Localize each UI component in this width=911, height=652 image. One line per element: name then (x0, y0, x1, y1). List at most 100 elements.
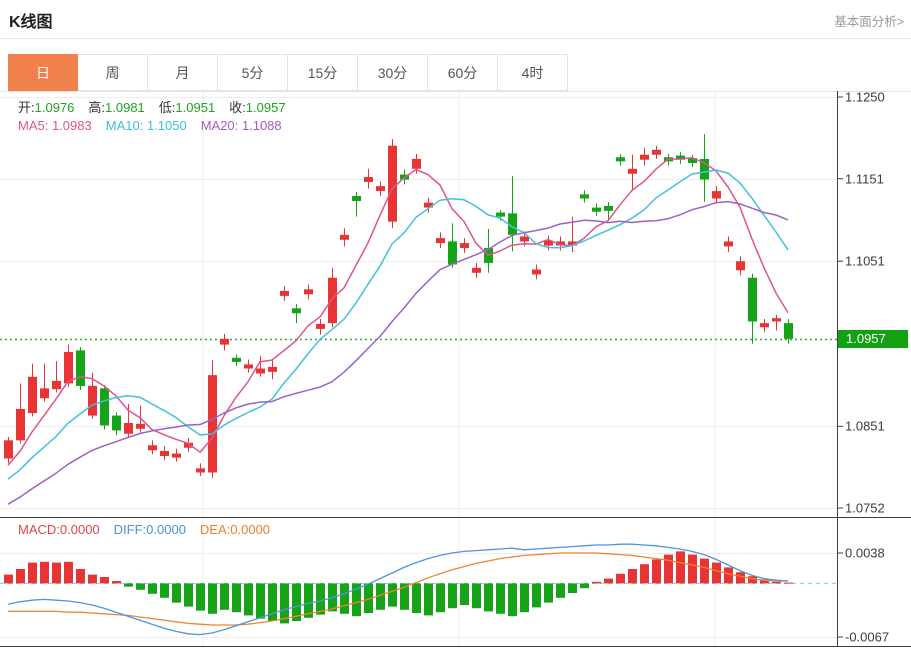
candle-up (280, 290, 289, 296)
macd-bar-positive (88, 574, 97, 584)
macd-bar-positive (652, 559, 661, 584)
legend-item: 低:1.0951 (158, 100, 216, 115)
legend-item: 收:1.0957 (229, 100, 286, 115)
candle-down (616, 157, 625, 162)
candle-up (388, 145, 397, 222)
macd-bar-positive (28, 562, 37, 584)
ohlc-legend: 开:1.0976 高:1.0981 低:1.0951 收:1.0957 (18, 97, 300, 116)
legend-item: MA10: 1.1050 (105, 118, 187, 133)
candle-down (688, 158, 697, 164)
candle-up (268, 366, 277, 372)
macd-bar-negative (556, 583, 565, 598)
candle-down (508, 213, 517, 235)
candle-down (496, 212, 505, 217)
legend-item: MA5: 1.0983 (18, 118, 92, 133)
candle-down (748, 277, 757, 322)
tab-60min[interactable]: 60分 (428, 54, 498, 91)
macd-bar-positive (700, 558, 709, 584)
candle-up (412, 158, 421, 169)
candle-up (172, 453, 181, 458)
candle-up (532, 269, 541, 275)
macd-bar-negative (364, 583, 373, 613)
candle-down (592, 207, 601, 212)
candle-down (604, 205, 613, 211)
candle-up (376, 186, 385, 192)
macd-bar-negative (184, 583, 193, 607)
legend-item: DEA:0.0000 (199, 522, 271, 537)
macd-bar-negative (496, 583, 505, 614)
macd-bar-negative (484, 583, 493, 612)
candle-up (124, 422, 133, 434)
tab-4hour[interactable]: 4时 (498, 54, 568, 91)
candle-up (136, 423, 145, 429)
tab-15min[interactable]: 15分 (288, 54, 358, 91)
macd-bar-negative (304, 583, 313, 618)
candle-up (316, 323, 325, 329)
candle-down (784, 323, 793, 339)
candle-up (724, 241, 733, 247)
tab-30min[interactable]: 30分 (358, 54, 428, 91)
tab-day[interactable]: 日 (8, 54, 78, 91)
ma-legend: MA5: 1.0983 MA10: 1.1050 MA20: 1.1088 (18, 118, 296, 133)
macd-bar-positive (16, 569, 25, 584)
macd-bar-positive (664, 554, 673, 584)
macd-bar-positive (604, 578, 613, 584)
candle-down (112, 415, 121, 431)
candle-up (4, 440, 13, 459)
macd-bar-negative (568, 583, 577, 593)
macd-bar-negative (124, 583, 133, 587)
macd-bar-positive (772, 581, 781, 584)
candle-up (28, 376, 37, 414)
macd-bar-negative (172, 583, 181, 603)
legend-item: DIFF:0.0000 (113, 522, 186, 537)
tab-week[interactable]: 周 (78, 54, 148, 91)
candle-down (232, 357, 241, 362)
candle-up (652, 149, 661, 155)
candle-down (676, 155, 685, 160)
dea-line (8, 552, 788, 626)
legend-item: MA20: 1.1088 (200, 118, 282, 133)
diff-line (7, 543, 789, 636)
main-axis-tick-label: 1.1250 (845, 89, 885, 105)
candle-up (16, 408, 25, 441)
candle-up (64, 352, 73, 384)
macd-bar-negative (208, 583, 217, 614)
macd-bar-negative (148, 583, 157, 594)
candle-down (700, 158, 709, 180)
candle-up (88, 385, 97, 416)
candle-up (364, 177, 373, 183)
macd-bar-positive (784, 582, 793, 584)
candle-up (640, 154, 649, 160)
page-title: K线图 (9, 14, 53, 31)
macd-bar-negative (340, 583, 349, 614)
macd-bar-positive (112, 581, 121, 584)
macd-bar-positive (688, 554, 697, 584)
macd-bar-negative (232, 583, 241, 613)
main-axis-tick-label: 1.0851 (845, 418, 885, 434)
macd-bar-positive (592, 581, 601, 584)
candle-up (424, 202, 433, 208)
macd-bar-positive (64, 561, 73, 584)
candle-up (736, 261, 745, 271)
candle-down (580, 194, 589, 199)
candle-up (628, 168, 637, 174)
ma10-line (7, 169, 789, 480)
candle-up (556, 241, 565, 246)
macd-bar-positive (52, 562, 61, 584)
macd-bar-negative (268, 583, 277, 621)
tab-5min[interactable]: 5分 (218, 54, 288, 91)
legend-item: 开:1.0976 (18, 100, 75, 115)
tab-month[interactable]: 月 (148, 54, 218, 91)
legend-item: 高:1.0981 (88, 100, 145, 115)
candle-down (352, 196, 361, 201)
candle-up (472, 267, 481, 273)
ma5-line (7, 156, 789, 466)
macd-bar-negative (460, 583, 469, 605)
macd-bar-negative (256, 583, 265, 619)
fundamental-analysis-link[interactable]: 基本面分析> (834, 15, 904, 29)
macd-bar-negative (436, 583, 445, 613)
legend-item: MACD:0.0000 (18, 522, 100, 537)
macd-bar-negative (376, 583, 385, 610)
